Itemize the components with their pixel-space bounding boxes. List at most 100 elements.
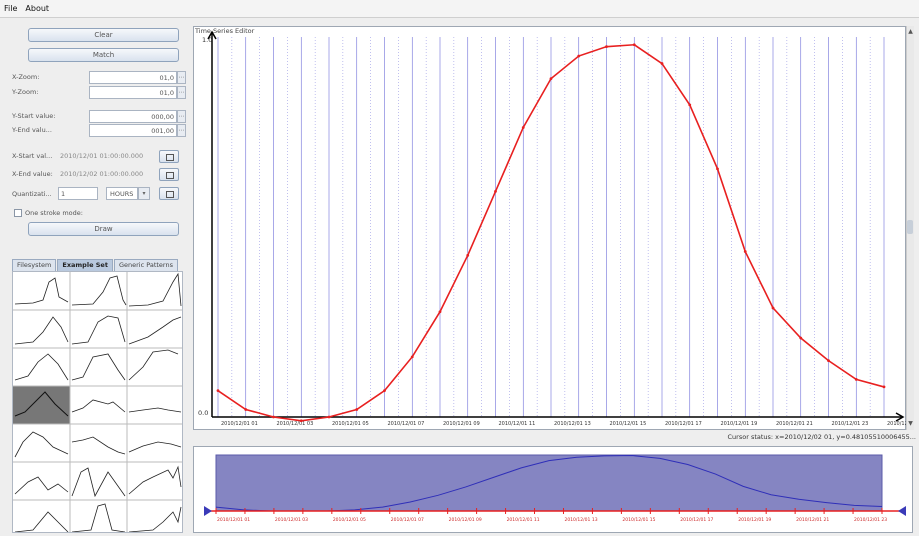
y-end-label: Y-End valu... <box>12 126 52 134</box>
quantization-label: Quantizati... <box>12 190 52 198</box>
overview-tick-label: 2010/12/01 15 <box>622 517 655 523</box>
data-point <box>827 359 830 362</box>
x-tick-label: 2010/12/01 01 <box>221 421 258 427</box>
data-point <box>438 310 442 314</box>
data-point <box>410 355 414 359</box>
match-button[interactable]: Match <box>28 48 179 62</box>
overview-tick-label: 2010/12/01 09 <box>449 517 482 523</box>
data-point <box>383 389 386 393</box>
scrollbar-thumb[interactable] <box>907 220 913 234</box>
quantization-field[interactable]: 1 <box>58 187 98 200</box>
data-point <box>494 190 497 193</box>
chevron-down-icon[interactable]: ▾ <box>138 187 150 200</box>
overview-tick-label: 2010/12/01 01 <box>217 517 250 523</box>
y-zoom-label: Y-Zoom: <box>12 88 39 96</box>
y-axis-arrow-icon <box>207 30 217 40</box>
scroll-down-icon[interactable]: ▼ <box>908 420 913 427</box>
data-point <box>660 62 664 65</box>
time-series-chart[interactable]: 1.0 0.0 2010/12/01 01 2010/12/01 03 2010/12/… <box>194 27 919 431</box>
overview-tick-label: 2010/12/01 17 <box>680 517 713 523</box>
x-tick-label: 2010/12/01 19 <box>721 421 758 427</box>
x-tick-label: 2010/12/01 23 <box>832 421 869 427</box>
x-tick-label: 2010/12/02 01 <box>887 421 907 427</box>
menu-file[interactable]: File <box>4 4 18 13</box>
y-axis-bottom-label: 0.0 <box>198 409 208 417</box>
data-point <box>299 419 303 423</box>
x-zoom-spinner[interactable]: ⋯ <box>177 71 186 84</box>
overview-tick-label: 2010/12/01 23 <box>854 517 887 523</box>
overview-tick-label: 2010/12/01 03 <box>275 517 308 523</box>
overview-right-handle-icon <box>898 506 906 516</box>
overview-tick-label: 2010/12/01 21 <box>796 517 829 523</box>
y-zoom-field[interactable]: 01,0 <box>89 86 177 99</box>
data-point <box>716 167 719 171</box>
x-end-calendar-icon[interactable] <box>159 168 179 181</box>
x-tick-label: 2010/12/01 11 <box>499 421 536 427</box>
y-start-field[interactable]: 000,00 <box>89 110 177 123</box>
overview-tick-label: 2010/12/01 13 <box>564 517 597 523</box>
data-point <box>577 54 581 58</box>
overview-panel[interactable]: 2010/12/01 01 2010/12/01 03 2010/12/01 05 2… <box>193 446 913 533</box>
x-tick-label: 2010/12/01 21 <box>776 421 813 427</box>
overview-tick-label: 2010/12/01 07 <box>391 517 424 523</box>
x-end-label: X-End value: <box>12 170 53 178</box>
draw-button[interactable]: Draw <box>28 222 179 236</box>
y-end-field[interactable]: 001,00 <box>89 124 177 137</box>
x-tick-label: 2010/12/01 07 <box>388 421 425 427</box>
data-point <box>327 415 331 419</box>
data-point <box>466 253 470 257</box>
x-tick-label: 2010/12/01 09 <box>443 421 480 427</box>
one-stroke-label: One stroke mode: <box>25 209 83 217</box>
menu-about[interactable]: About <box>25 4 50 13</box>
cursor-status: Cursor status: x=2010/12/02 01, y=0.4810… <box>727 433 916 441</box>
x-tick-label: 2010/12/01 17 <box>665 421 702 427</box>
x-zoom-label: X-Zoom: <box>12 73 40 81</box>
pattern-grid <box>12 271 183 533</box>
time-series-editor[interactable]: 1.0 0.0 2010/12/01 01 2010/12/01 03 2010/12/… <box>193 26 919 431</box>
overview-viewport <box>215 454 883 512</box>
x-start-calendar-icon[interactable] <box>159 150 179 163</box>
data-point <box>355 408 359 411</box>
overview-chart[interactable]: 2010/12/01 01 2010/12/01 03 2010/12/01 05 2… <box>194 447 914 534</box>
x-tick-label: 2010/12/01 15 <box>610 421 647 427</box>
x-tick-label: 2010/12/01 03 <box>277 421 314 427</box>
y-zoom-spinner[interactable]: ⋯ <box>177 86 186 99</box>
data-point <box>743 250 747 253</box>
overview-tick-label: 2010/12/01 11 <box>507 517 540 523</box>
scroll-up-icon[interactable]: ▲ <box>908 28 913 35</box>
data-point <box>799 336 803 340</box>
data-point <box>882 385 886 389</box>
data-point <box>605 45 608 49</box>
overview-tick-label: 2010/12/01 05 <box>333 517 366 523</box>
data-point <box>771 306 775 310</box>
x-zoom-field[interactable]: 01,0 <box>89 71 177 84</box>
x-start-value: 2010/12/01 01:00:00.000 <box>60 152 144 160</box>
tab-filesystem[interactable]: Filesystem <box>12 259 57 271</box>
pattern-tabs: Filesystem Example Set Generic Patterns <box>12 259 180 271</box>
x-end-value: 2010/12/02 01:00:00.000 <box>60 170 144 178</box>
overview-left-handle-icon <box>204 506 212 516</box>
pattern-thumbnails[interactable] <box>13 272 183 533</box>
clear-button[interactable]: Clear <box>28 28 179 42</box>
data-point <box>549 77 553 80</box>
x-tick-label: 2010/12/01 05 <box>332 421 369 427</box>
y-axis-top-label: 1.0 <box>202 36 212 44</box>
one-stroke-checkbox[interactable] <box>14 209 22 217</box>
tab-generic-patterns[interactable]: Generic Patterns <box>113 259 178 271</box>
quantization-calendar-icon[interactable] <box>159 187 179 200</box>
editor-title: Time Series Editor <box>195 27 255 35</box>
x-tick-label: 2010/12/01 13 <box>554 421 591 427</box>
menu-bar: File About <box>0 0 919 18</box>
tab-example-set[interactable]: Example Set <box>57 259 113 271</box>
data-point <box>854 378 858 381</box>
data-point <box>216 389 220 393</box>
data-point <box>521 126 525 129</box>
data-point <box>272 415 275 419</box>
data-point <box>688 103 692 107</box>
pattern-selected[interactable] <box>13 386 70 424</box>
quantization-unit-select[interactable]: HOURS <box>106 187 138 200</box>
y-start-spinner[interactable]: ⋯ <box>177 110 186 123</box>
y-end-spinner[interactable]: ⋯ <box>177 124 186 137</box>
x-start-label: X-Start val... <box>12 152 53 160</box>
